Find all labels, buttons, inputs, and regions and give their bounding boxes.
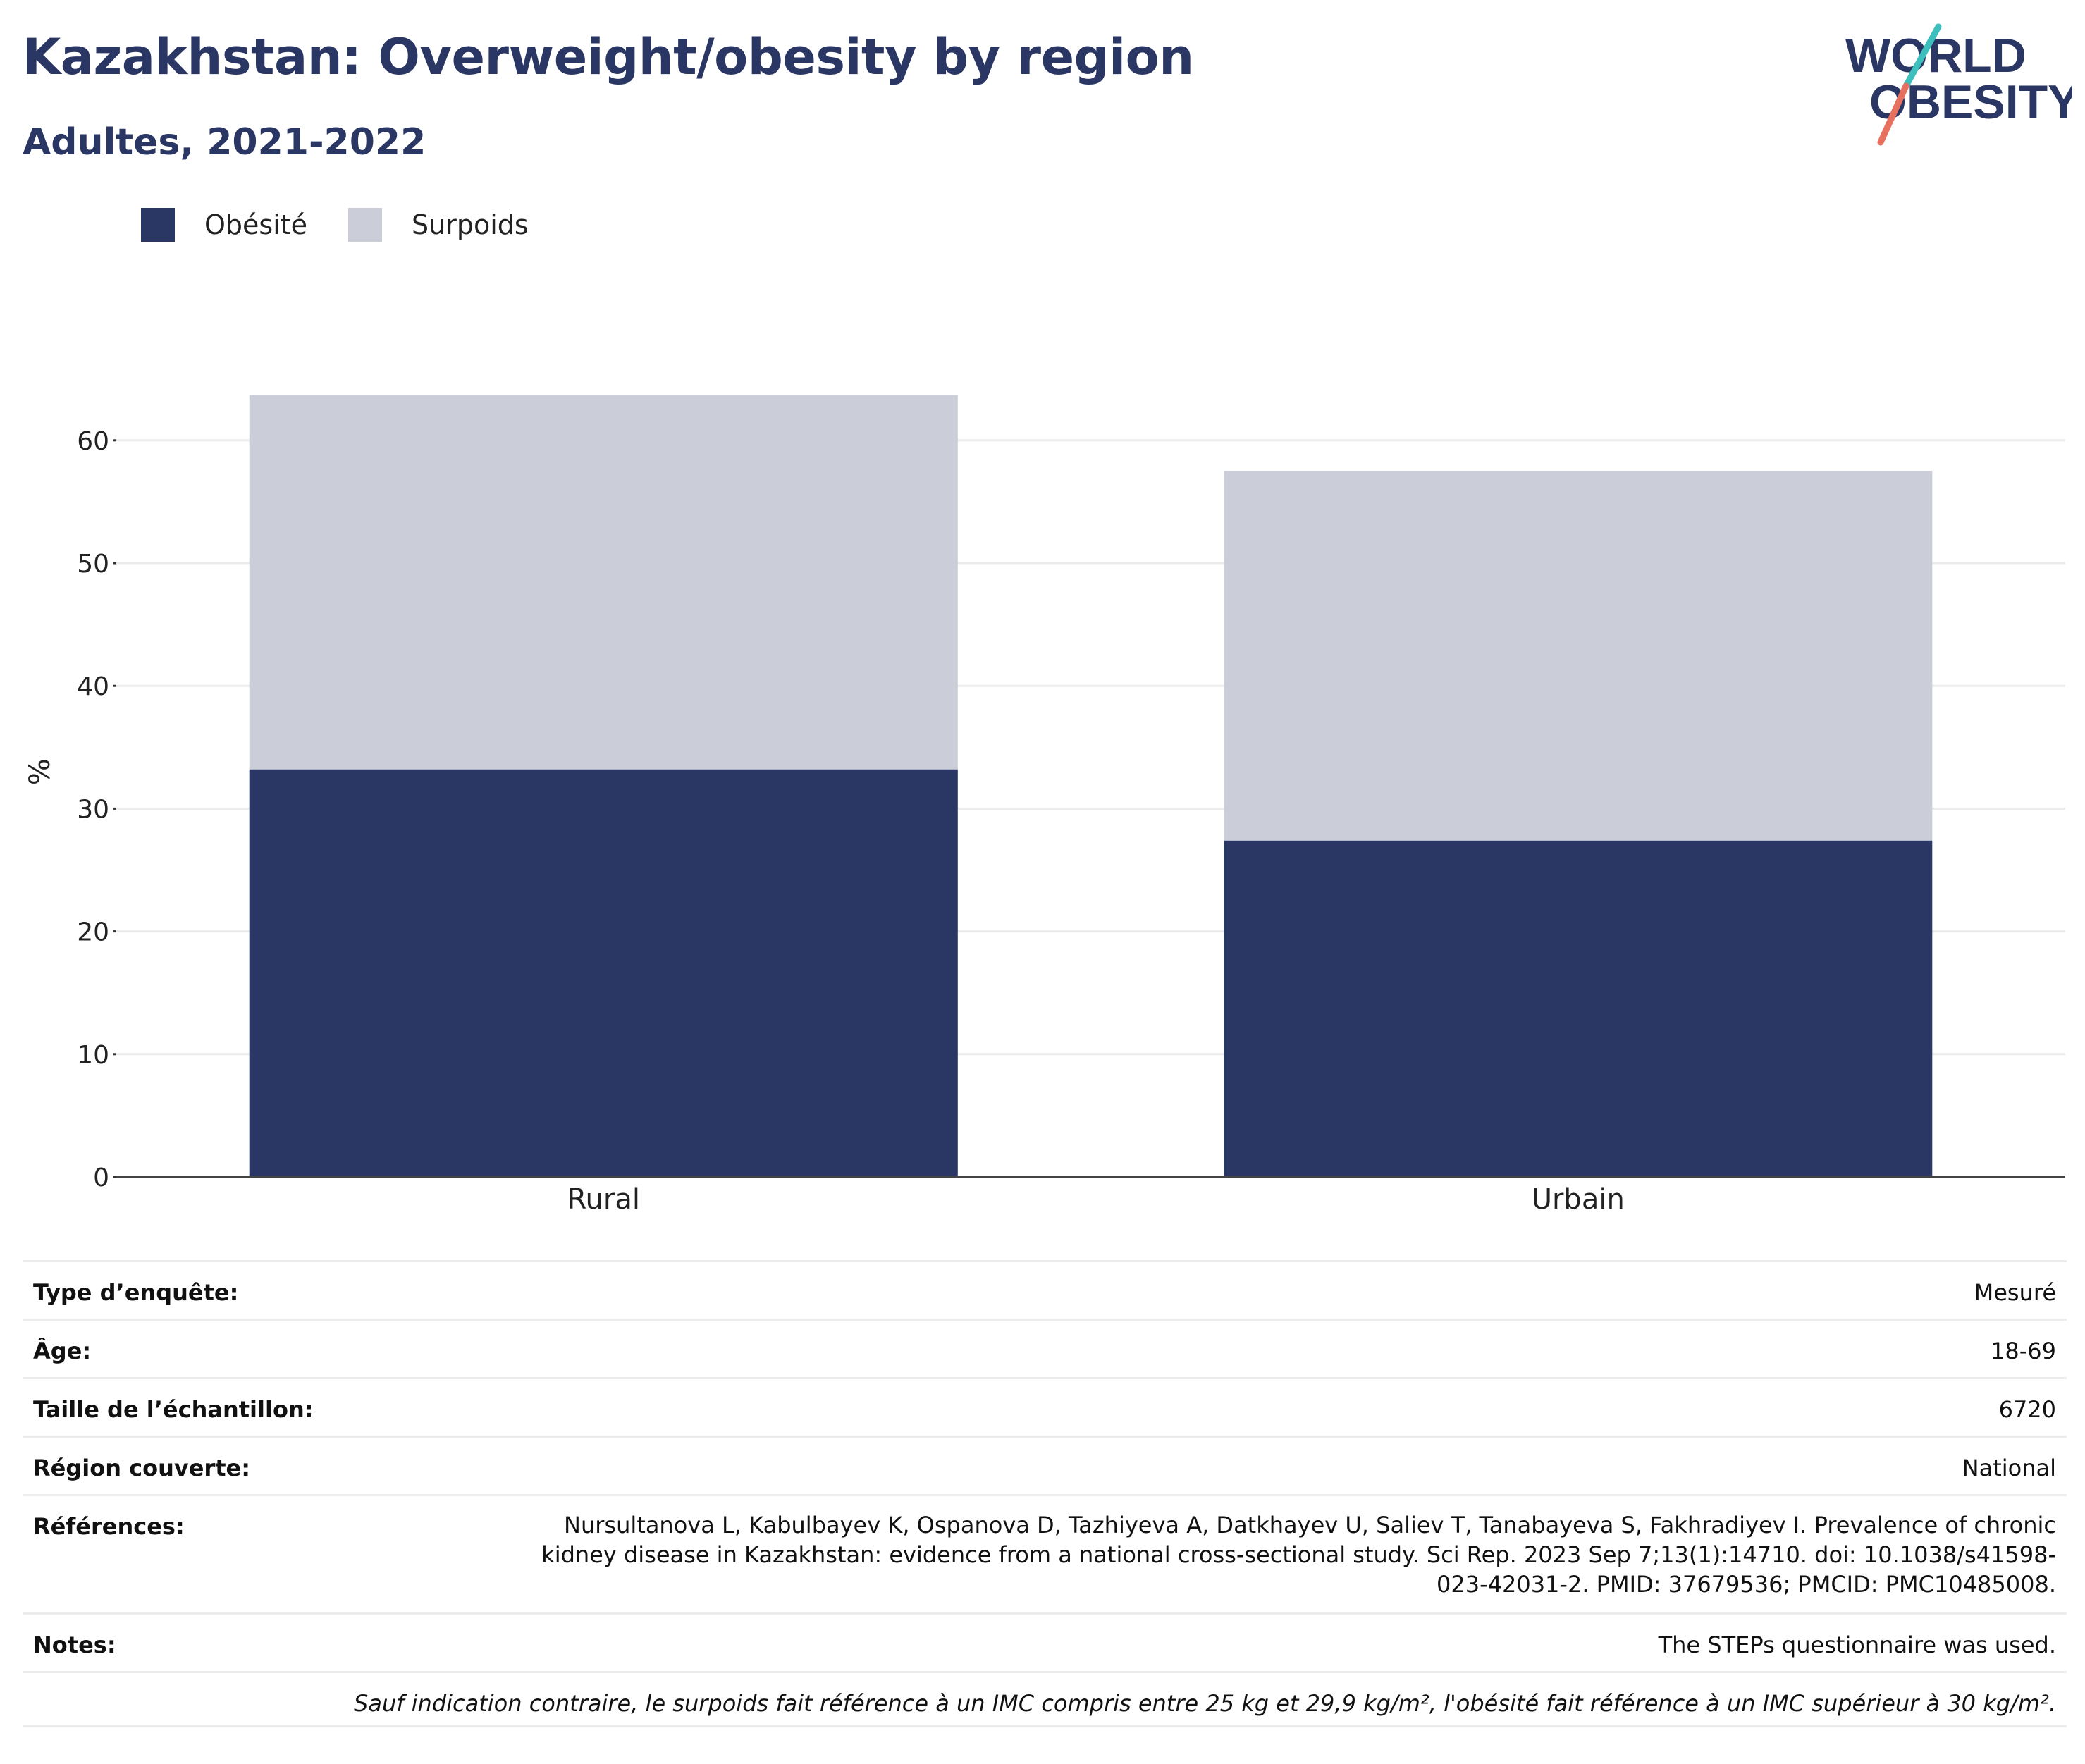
bar-obesity-urbain bbox=[1224, 840, 1933, 1177]
bar-overweight-rural bbox=[249, 395, 958, 770]
references-text: Nursultanova L, Kabulbayev K, Ospanova D… bbox=[541, 1496, 2056, 1612]
info-row-sample-size: Taille de l’échantillon: 6720 bbox=[23, 1377, 2067, 1436]
logo-line-2: OBESITY bbox=[1869, 75, 2072, 129]
info-row-region: Région couverte: National bbox=[23, 1436, 2067, 1494]
info-value: 6720 bbox=[1998, 1396, 2056, 1423]
chart-subtitle: Adultes, 2021-2022 bbox=[23, 121, 426, 164]
bar-obesity-rural bbox=[249, 769, 958, 1177]
info-label: Taille de l’échantillon: bbox=[33, 1396, 314, 1423]
info-value: 18-69 bbox=[1991, 1338, 2056, 1364]
definition-footnote: Sauf indication contraire, le surpoids f… bbox=[23, 1671, 2067, 1727]
legend-swatch-obesity bbox=[141, 208, 175, 242]
y-tick-label: 20 bbox=[77, 918, 109, 947]
y-tick-label: 40 bbox=[77, 672, 109, 701]
info-label: Région couverte: bbox=[33, 1455, 250, 1481]
info-row-age: Âge: 18-69 bbox=[23, 1319, 2067, 1377]
info-label: Âge: bbox=[33, 1338, 92, 1364]
info-row-notes: Notes: The STEPs questionnaire was used. bbox=[23, 1612, 2067, 1671]
legend-item-obesity[interactable]: Obésité bbox=[141, 208, 307, 242]
info-row-survey-type: Type d’enquête: Mesuré bbox=[23, 1260, 2067, 1319]
info-label: Type d’enquête: bbox=[33, 1279, 239, 1306]
info-row-references: Références: Nursultanova L, Kabulbayev K… bbox=[23, 1494, 2067, 1612]
info-value: Mesuré bbox=[1974, 1279, 2056, 1306]
y-axis-label: % bbox=[24, 758, 56, 785]
chart-title: Kazakhstan: Overweight/obesity by region bbox=[23, 28, 1194, 86]
info-label: Notes: bbox=[33, 1632, 116, 1658]
y-tick-label: 0 bbox=[93, 1164, 109, 1192]
logo-slash-coral bbox=[1877, 82, 1909, 146]
world-obesity-logo: WORLD OBESITY bbox=[1845, 23, 2072, 146]
y-tick-label: 60 bbox=[77, 427, 109, 456]
y-tick-label: 50 bbox=[77, 550, 109, 579]
x-tick-label: Rural bbox=[567, 1183, 640, 1216]
y-tick-label: 30 bbox=[77, 795, 109, 824]
info-label: Références: bbox=[33, 1513, 185, 1540]
legend-item-overweight[interactable]: Surpoids bbox=[348, 208, 529, 242]
survey-info-table: Type d’enquête: Mesuré Âge: 18-69 Taille… bbox=[23, 1260, 2067, 1727]
references-line: kidney disease in Kazakhstan: evidence f… bbox=[541, 1541, 2056, 1568]
legend-label-obesity: Obésité bbox=[204, 209, 308, 240]
info-value: The STEPs questionnaire was used. bbox=[1658, 1632, 2056, 1658]
references-line: Nursultanova L, Kabulbayev K, Ospanova D… bbox=[564, 1512, 2056, 1538]
references-line: 023-42031-2. PMID: 37679536; PMCID: PMC1… bbox=[1436, 1571, 2056, 1598]
stacked-bar-chart: 0 10 20 30 40 50 60% Rural Urbain bbox=[24, 395, 2065, 1216]
chart-legend: Obésité Surpoids bbox=[141, 208, 570, 242]
info-value: National bbox=[1962, 1455, 2056, 1481]
bar-overweight-urbain bbox=[1224, 471, 1933, 841]
y-tick-label: 10 bbox=[77, 1041, 109, 1070]
legend-swatch-overweight bbox=[348, 208, 383, 242]
x-tick-label: Urbain bbox=[1532, 1183, 1625, 1216]
logo-slash-teal bbox=[1902, 23, 1942, 90]
legend-label-overweight: Surpoids bbox=[412, 209, 529, 240]
